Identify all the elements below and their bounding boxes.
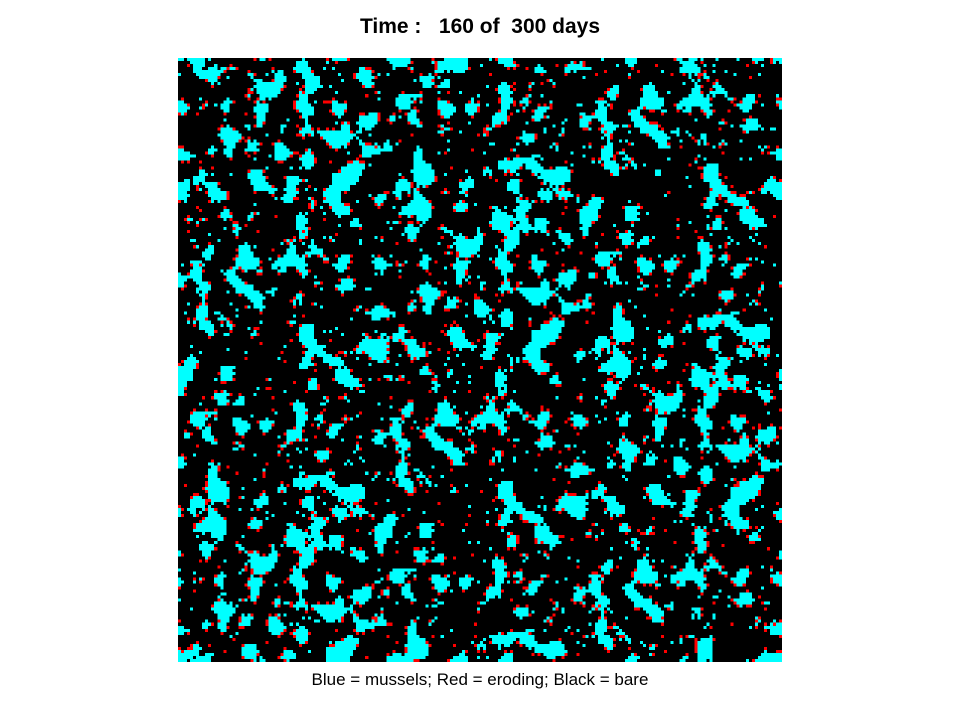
mussel-bed-grid [178, 58, 782, 662]
legend-caption: Blue = mussels; Red = eroding; Black = b… [311, 670, 649, 689]
plot-title: Time : 160 of 300 days [359, 15, 601, 38]
